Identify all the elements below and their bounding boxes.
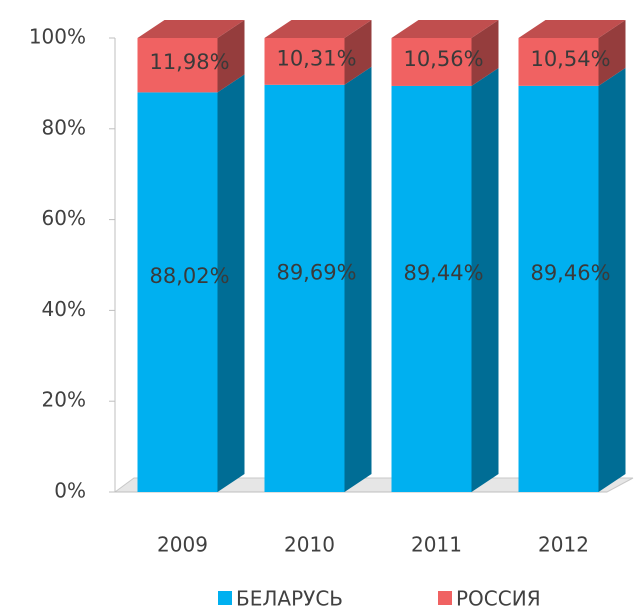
bar-side (471, 67, 499, 493)
y-tick-label: 0% (54, 479, 86, 503)
bar-side (598, 20, 626, 86)
bar (391, 85, 472, 493)
bar (264, 38, 345, 85)
bar-side (598, 67, 626, 493)
bar (264, 84, 345, 492)
bar-top (264, 20, 372, 38)
bar (391, 38, 472, 86)
value-label: 88,02% (149, 264, 229, 288)
bar-side (217, 74, 245, 493)
legend-label: РОССИЯ (456, 587, 541, 609)
value-label: 89,44% (403, 261, 483, 285)
bar (518, 85, 599, 493)
y-tick-label: 80% (42, 115, 86, 139)
bar-side (471, 20, 499, 86)
legend-label: БЕЛАРУСЬ (236, 587, 343, 609)
y-tick-label: 60% (42, 206, 86, 230)
y-tick-label: 20% (42, 388, 86, 412)
legend-swatch (438, 591, 452, 605)
x-tick-label: 2012 (538, 533, 589, 557)
y-tick-label: 40% (42, 297, 86, 321)
bar (518, 38, 599, 86)
value-label: 10,56% (403, 47, 483, 71)
x-tick-label: 2011 (411, 533, 462, 557)
bar-top (391, 20, 499, 38)
bar-side (344, 66, 372, 492)
x-tick-label: 2009 (157, 533, 208, 557)
value-label: 10,31% (276, 46, 356, 70)
legend-swatch (218, 591, 232, 605)
value-label: 89,69% (276, 260, 356, 284)
bar (137, 38, 218, 93)
x-tick-label: 2010 (284, 533, 335, 557)
value-label: 89,46% (530, 261, 610, 285)
value-label: 11,98% (149, 50, 229, 74)
bar (137, 92, 218, 493)
bar-top (518, 20, 626, 38)
value-label: 10,54% (530, 47, 610, 71)
bar-side (217, 20, 245, 93)
y-tick-label: 100% (29, 25, 86, 49)
bar-top (137, 20, 245, 38)
bar-side (344, 20, 372, 85)
